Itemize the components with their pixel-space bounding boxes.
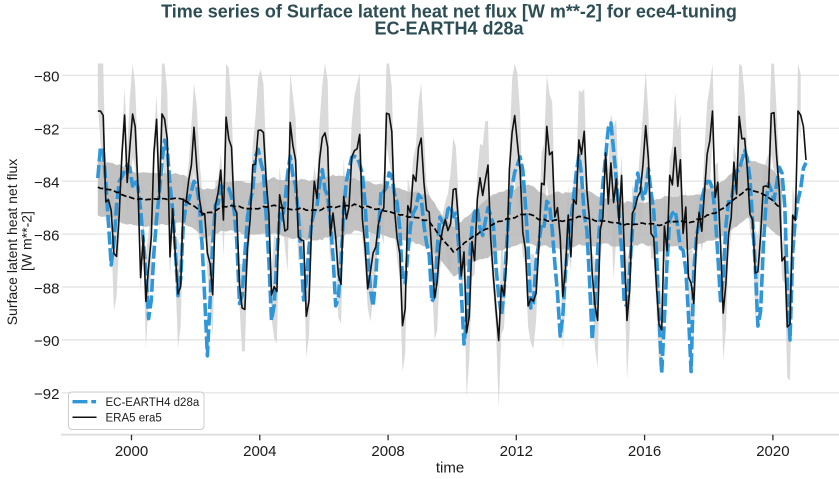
svg-text:ERA5 era5: ERA5 era5 [106, 412, 162, 424]
svg-text:2016: 2016 [628, 443, 661, 460]
svg-text:EC-EARTH4 d28a: EC-EARTH4 d28a [374, 18, 524, 38]
svg-text:2004: 2004 [243, 443, 276, 460]
svg-text:2020: 2020 [756, 443, 789, 460]
svg-text:−88: −88 [34, 280, 59, 297]
svg-text:2008: 2008 [371, 443, 404, 460]
svg-text:−82: −82 [34, 122, 59, 139]
svg-text:[W m**-2]: [W m**-2] [19, 211, 35, 271]
svg-text:−92: −92 [34, 386, 59, 403]
svg-text:−84: −84 [34, 175, 59, 192]
svg-text:2012: 2012 [500, 443, 533, 460]
svg-text:EC-EARTH4 d28a: EC-EARTH4 d28a [106, 397, 200, 409]
svg-text:−86: −86 [34, 227, 59, 244]
svg-text:−80: −80 [34, 69, 59, 86]
svg-text:time: time [436, 460, 464, 475]
svg-text:Time series of Surface latent: Time series of Surface latent heat net f… [161, 2, 737, 22]
svg-text:Surface latent heat net flux: Surface latent heat net flux [4, 159, 20, 326]
svg-text:−90: −90 [34, 333, 59, 350]
svg-text:2000: 2000 [115, 443, 148, 460]
